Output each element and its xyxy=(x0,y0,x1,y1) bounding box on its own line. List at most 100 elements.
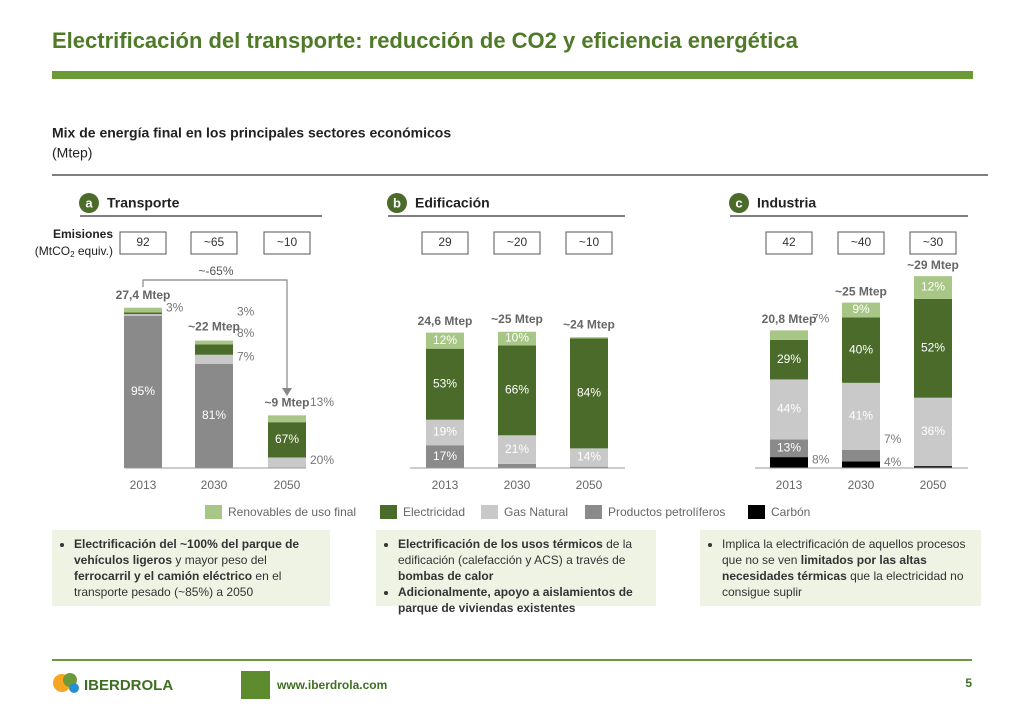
segment-label: 44% xyxy=(777,402,801,416)
bar-segment xyxy=(268,422,306,458)
total-label: ~24 Mtep xyxy=(563,317,615,331)
segment-label: 84% xyxy=(577,386,601,400)
bar-segment xyxy=(195,354,233,364)
emission-value: ~20 xyxy=(507,235,528,249)
bar-segment xyxy=(426,348,464,420)
x-tick-label: 2030 xyxy=(504,478,531,492)
note-text: ferrocarril y el camión eléctrico xyxy=(74,569,253,583)
segment-label: 20% xyxy=(310,453,334,467)
segment-label: 12% xyxy=(921,280,945,294)
segment-label: 40% xyxy=(849,342,873,356)
emission-value: ~10 xyxy=(579,235,600,249)
segment-label: 52% xyxy=(921,341,945,355)
bar-segment xyxy=(570,337,608,339)
bar-segment xyxy=(498,463,536,468)
segment-label: 7% xyxy=(884,432,902,446)
emission-box xyxy=(909,231,957,255)
note-box: Electrificación de los usos térmicos de … xyxy=(376,530,656,615)
group-letter: b xyxy=(393,195,401,210)
segment-label: 66% xyxy=(505,383,529,397)
note-text: de la edificación (calefacción y ACS) a … xyxy=(398,537,633,567)
bar-segment xyxy=(498,345,536,436)
legend-swatch xyxy=(748,505,765,519)
emissions-title: Emisiones xyxy=(53,227,113,241)
legend-label: Carbón xyxy=(771,505,810,519)
note-text: limitados por las altas necesidades térm… xyxy=(722,553,927,583)
segment-label: 7% xyxy=(812,311,830,325)
x-tick-label: 2050 xyxy=(920,478,947,492)
brand: IBERDROLA xyxy=(84,677,173,694)
emission-box xyxy=(190,231,238,255)
bar-segment xyxy=(570,448,608,467)
total-label: 24,6 Mtep xyxy=(418,314,473,328)
bar-segment xyxy=(498,331,536,346)
note-item: Implica la electrificación de aquellos p… xyxy=(722,536,973,600)
url: www.iberdrola.com xyxy=(276,678,387,692)
note-list: Electrificación de los usos térmicos de … xyxy=(384,536,648,616)
note-box: Electrificación del ~100% del parque de … xyxy=(52,530,330,606)
emission-value: 92 xyxy=(136,235,150,249)
note-list: Implica la electrificación de aquellos p… xyxy=(708,536,973,600)
x-tick-label: 2050 xyxy=(274,478,301,492)
x-tick-label: 2013 xyxy=(432,478,459,492)
segment-label: 8% xyxy=(812,453,830,467)
emission-box xyxy=(493,231,541,255)
bar-segment xyxy=(770,330,808,340)
emission-value: 29 xyxy=(438,235,452,249)
unit: (Mtep) xyxy=(52,145,92,161)
segment-label: 3% xyxy=(237,305,255,319)
note-text: bombas de calor xyxy=(398,569,494,583)
emission-box xyxy=(837,231,885,255)
legend-swatch xyxy=(380,505,397,519)
bar-segment xyxy=(842,461,880,468)
x-tick-label: 2030 xyxy=(848,478,875,492)
group-badge xyxy=(387,193,407,213)
group-title: Transporte xyxy=(107,195,180,211)
title: Electrificación del transporte: reducció… xyxy=(52,28,799,53)
title-bar xyxy=(52,71,973,79)
legend-swatch xyxy=(205,505,222,519)
note-item: Adicionalmente, apoyo a aislamientos de … xyxy=(398,584,648,616)
emission-value: ~30 xyxy=(923,235,944,249)
segment-label: 17% xyxy=(433,449,457,463)
segment-label: 3% xyxy=(166,300,184,314)
total-label: 27,4 Mtep xyxy=(116,288,171,302)
group-title: Edificación xyxy=(415,195,490,211)
emission-box xyxy=(119,231,167,255)
bar-segment xyxy=(426,419,464,446)
group-badge xyxy=(729,193,749,213)
emission-value: ~40 xyxy=(851,235,872,249)
segment-label: 9% xyxy=(852,302,870,316)
bar-segment xyxy=(124,312,162,315)
emission-value: ~10 xyxy=(277,235,298,249)
note-text: Electrificación del ~100% del parque de … xyxy=(74,537,300,567)
bar-segment xyxy=(914,298,952,398)
logo xyxy=(53,673,79,693)
group-letter: a xyxy=(85,195,93,210)
legend-swatch xyxy=(585,505,602,519)
x-tick-label: 2030 xyxy=(201,478,228,492)
note-text: Adicionalmente, apoyo a aislamientos de … xyxy=(398,585,633,615)
note-text: en el transporte pesado (~85%) a 2050 xyxy=(74,569,282,599)
segment-label: 81% xyxy=(202,408,226,422)
group-badge xyxy=(79,193,99,213)
segment-label: 41% xyxy=(849,409,873,423)
x-tick-label: 2013 xyxy=(776,478,803,492)
segment-label: 12% xyxy=(433,333,457,347)
emissions-unit: (MtCO2 equiv.) xyxy=(35,244,113,259)
segment-label: 10% xyxy=(505,331,529,345)
legend-swatch xyxy=(481,505,498,519)
bar-segment xyxy=(914,276,952,299)
page-number: 5 xyxy=(965,676,972,690)
note-box: Implica la electrificación de aquellos p… xyxy=(700,530,981,606)
segment-label: 13% xyxy=(777,440,801,454)
total-label: ~22 Mtep xyxy=(188,319,240,333)
note-text: y mayor peso del xyxy=(172,553,267,567)
legend-label: Productos petrolíferos xyxy=(608,505,725,519)
bar-segment xyxy=(770,439,808,458)
group-title: Industria xyxy=(757,195,816,211)
x-tick-label: 2013 xyxy=(130,478,157,492)
bar-segment xyxy=(842,382,880,450)
